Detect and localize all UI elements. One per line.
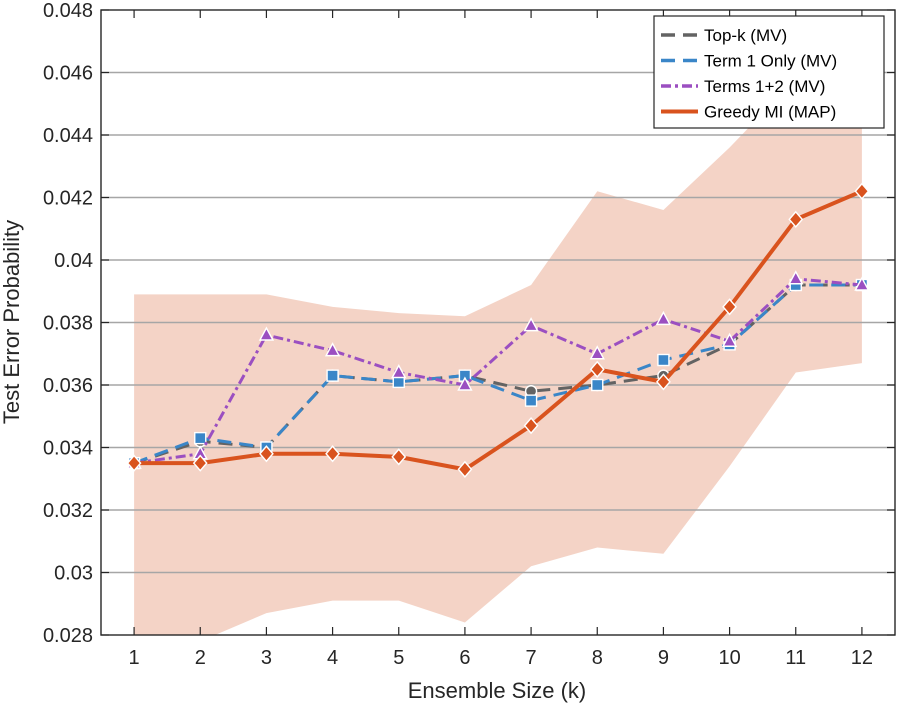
legend-item: Term 1 Only (MV) — [661, 52, 837, 71]
data-point — [326, 369, 339, 382]
series-3 — [126, 182, 870, 478]
y-axis-label: Test Error Probability — [0, 220, 24, 424]
y-tick-label: 0.038 — [43, 313, 93, 335]
legend: Top-k (MV) Term 1 Only (MV) Terms 1+2 (MV)… — [653, 15, 885, 129]
x-tick-label: 11 — [785, 647, 806, 669]
data-point — [126, 454, 142, 472]
y-tick-label: 0.048 — [43, 0, 93, 22]
axes-layer — [100, 9, 896, 636]
data-point — [788, 270, 804, 285]
data-point — [591, 378, 604, 392]
data-point — [391, 364, 407, 379]
legend-item: Top-k (MV) — [661, 26, 787, 45]
y-tick-label: 0.046 — [43, 63, 93, 85]
legend-item: Greedy MI (MAP) — [661, 103, 836, 122]
data-point — [524, 394, 538, 407]
data-point — [457, 460, 473, 478]
y-tick-label: 0.028 — [43, 625, 93, 647]
x-tick-label: 4 — [327, 647, 338, 669]
x-tick-label: 10 — [718, 647, 740, 669]
legend-label: Terms 1+2 (MV) — [704, 77, 825, 96]
data-point — [655, 373, 671, 391]
confidence-band-layer — [134, 66, 862, 635]
x-tick-label: 7 — [526, 647, 537, 669]
data-point — [523, 417, 539, 435]
data-point — [657, 353, 670, 367]
y-tick-label: 0.04 — [54, 250, 93, 272]
legend-label: Greedy MI (MAP) — [704, 103, 836, 122]
x-tick-label: 3 — [261, 647, 272, 669]
data-point — [258, 445, 274, 463]
data-point — [788, 210, 804, 228]
x-tick-label: 1 — [129, 647, 140, 669]
data-point — [523, 317, 539, 332]
legend-item: Terms 1+2 (MV) — [661, 77, 825, 96]
data-point — [589, 360, 605, 378]
data-point — [324, 342, 341, 357]
confidence-band — [134, 66, 862, 635]
x-axis-label: Ensemble Size (k) — [408, 678, 587, 703]
series-2 — [126, 270, 870, 469]
y-tick-label: 0.034 — [43, 438, 93, 460]
x-tick-label: 9 — [658, 647, 669, 669]
data-point — [854, 276, 870, 291]
data-point — [325, 445, 341, 463]
y-tick-label: 0.032 — [43, 500, 93, 522]
data-point — [722, 298, 738, 316]
data-point — [721, 332, 738, 347]
x-tick-label: 8 — [592, 647, 603, 669]
y-tick-label: 0.03 — [54, 563, 93, 585]
y-tick-label: 0.044 — [43, 125, 93, 147]
x-tick-label: 12 — [851, 647, 873, 669]
data-point — [589, 345, 605, 360]
data-point — [192, 454, 208, 472]
legend-label: Top-k (MV) — [704, 26, 787, 45]
x-tick-label: 5 — [393, 647, 404, 669]
grid-layer — [101, 71, 895, 574]
series-line — [133, 283, 862, 465]
y-tick-label: 0.042 — [43, 188, 93, 210]
data-point — [457, 376, 473, 391]
tick-label-layer: 1 2 3 4 5 6 7 8 9 10 11 120.0280.030.0320.0340.0360… — [43, 0, 873, 669]
data-point — [655, 310, 672, 326]
legend-label: Term 1 Only (MV) — [704, 52, 837, 71]
y-tick-label: 0.036 — [43, 375, 93, 397]
data-point — [391, 448, 407, 466]
series-layer — [126, 182, 870, 478]
series-line — [133, 277, 863, 465]
data-point — [194, 431, 207, 445]
data-point — [258, 326, 275, 341]
x-tick-label: 6 — [459, 647, 470, 669]
data-point — [854, 182, 870, 200]
series-line — [133, 283, 862, 465]
x-tick-label: 2 — [195, 647, 206, 669]
series-line — [134, 189, 863, 472]
